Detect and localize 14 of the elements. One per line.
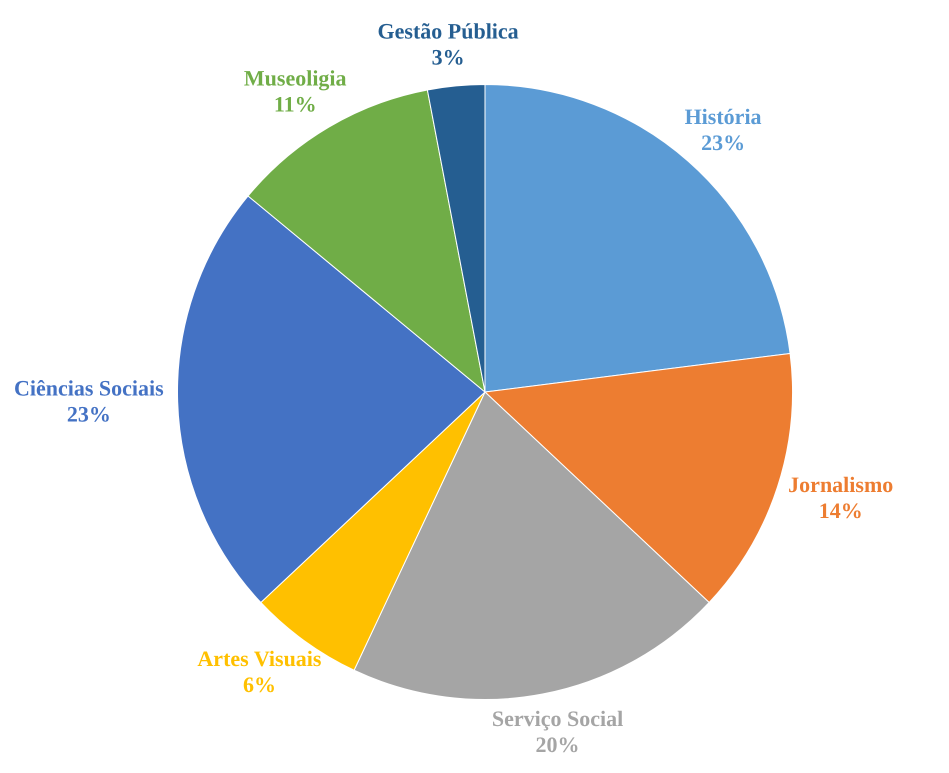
data-label: 14% [818,498,863,524]
slice-label: Gestão Pública [378,18,519,44]
slice-label: Ciências Sociais [14,376,164,401]
slice-label: Artes Visuais [197,646,322,671]
slice-label: Museoligia [244,66,347,91]
slice-label: História [684,104,762,130]
data-label: 6% [242,672,276,697]
data-label: 23% [701,130,746,156]
slice-label: Jornalismo [788,472,894,498]
data-label: 11% [274,92,317,117]
data-label: 3% [432,44,465,70]
data-label: 20% [536,732,580,758]
slice-label: Serviço Social [492,706,624,732]
data-label: 23% [66,402,111,427]
